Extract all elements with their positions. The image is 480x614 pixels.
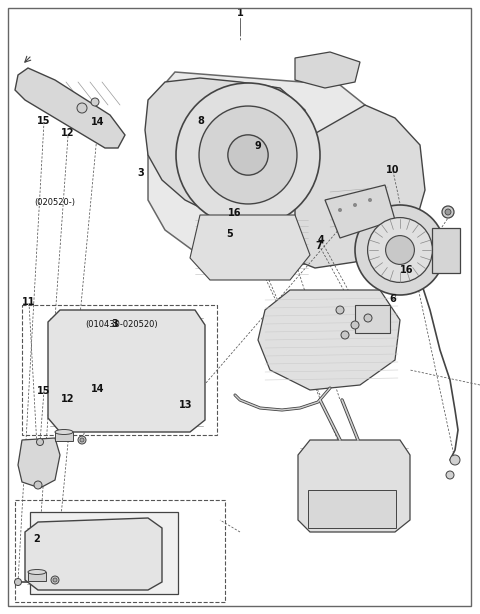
Circle shape bbox=[51, 576, 59, 584]
Text: 7: 7 bbox=[316, 241, 323, 251]
Circle shape bbox=[446, 471, 454, 479]
Circle shape bbox=[53, 578, 57, 582]
Polygon shape bbox=[325, 185, 395, 238]
Text: 9: 9 bbox=[254, 141, 262, 151]
Text: 10: 10 bbox=[386, 165, 400, 175]
Bar bbox=[22, 305, 217, 435]
Bar bbox=[30, 512, 178, 594]
Text: 4: 4 bbox=[318, 235, 324, 245]
Text: 3: 3 bbox=[138, 168, 144, 178]
Circle shape bbox=[78, 436, 86, 444]
Polygon shape bbox=[298, 440, 410, 532]
Text: 14: 14 bbox=[91, 384, 105, 394]
Circle shape bbox=[91, 98, 99, 106]
Ellipse shape bbox=[55, 430, 73, 435]
Circle shape bbox=[445, 209, 451, 215]
Polygon shape bbox=[25, 518, 162, 590]
Polygon shape bbox=[18, 438, 60, 488]
Polygon shape bbox=[295, 105, 425, 268]
Circle shape bbox=[199, 106, 297, 204]
Text: 15: 15 bbox=[37, 116, 51, 126]
Polygon shape bbox=[15, 68, 125, 148]
Bar bbox=[432, 228, 460, 273]
Bar bbox=[28, 572, 46, 581]
Polygon shape bbox=[148, 72, 375, 268]
Circle shape bbox=[355, 205, 445, 295]
Circle shape bbox=[368, 217, 432, 282]
Circle shape bbox=[14, 578, 22, 586]
Text: 3: 3 bbox=[112, 319, 119, 329]
Polygon shape bbox=[295, 52, 360, 88]
Circle shape bbox=[338, 208, 342, 212]
Text: 12: 12 bbox=[61, 394, 75, 404]
Text: (020520-): (020520-) bbox=[35, 198, 75, 206]
Circle shape bbox=[34, 481, 42, 489]
Circle shape bbox=[364, 314, 372, 322]
Circle shape bbox=[368, 198, 372, 202]
Text: 16: 16 bbox=[228, 208, 242, 218]
Text: 11: 11 bbox=[22, 297, 36, 307]
Bar bbox=[15, 500, 225, 602]
Text: 16: 16 bbox=[400, 265, 414, 275]
Text: 6: 6 bbox=[390, 294, 396, 304]
Circle shape bbox=[353, 203, 357, 207]
Circle shape bbox=[80, 438, 84, 442]
Text: 14: 14 bbox=[91, 117, 105, 127]
Polygon shape bbox=[258, 290, 400, 390]
Bar bbox=[355, 305, 390, 333]
Ellipse shape bbox=[28, 570, 46, 575]
Polygon shape bbox=[145, 78, 310, 220]
Circle shape bbox=[36, 438, 44, 446]
Circle shape bbox=[77, 103, 87, 113]
Text: (010430-020520): (010430-020520) bbox=[86, 319, 158, 328]
Circle shape bbox=[442, 206, 454, 218]
Text: 13: 13 bbox=[179, 400, 193, 410]
Circle shape bbox=[385, 236, 414, 265]
Polygon shape bbox=[190, 215, 310, 280]
Text: 15: 15 bbox=[37, 386, 51, 396]
Bar bbox=[55, 432, 73, 441]
Text: 2: 2 bbox=[34, 534, 40, 544]
Circle shape bbox=[341, 331, 349, 339]
Text: 12: 12 bbox=[61, 128, 75, 138]
Circle shape bbox=[228, 135, 268, 175]
Circle shape bbox=[336, 306, 344, 314]
Text: 5: 5 bbox=[227, 229, 233, 239]
Circle shape bbox=[351, 321, 359, 329]
Polygon shape bbox=[48, 310, 205, 432]
Bar bbox=[308, 490, 396, 528]
Circle shape bbox=[450, 455, 460, 465]
Text: 8: 8 bbox=[198, 116, 204, 126]
Circle shape bbox=[176, 83, 320, 227]
Text: 1: 1 bbox=[237, 8, 243, 18]
